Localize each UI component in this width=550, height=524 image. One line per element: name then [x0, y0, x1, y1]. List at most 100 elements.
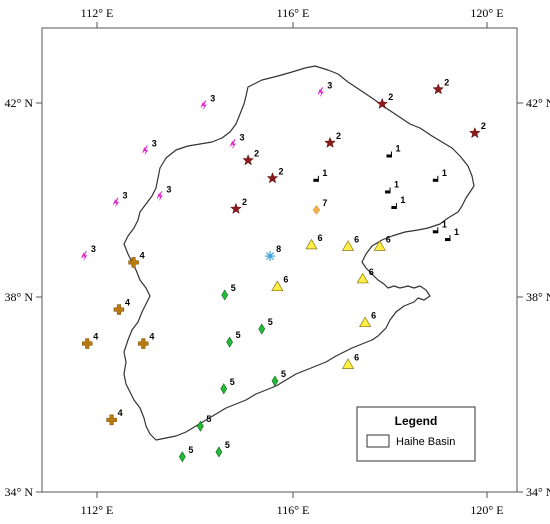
station-marker: 4 — [82, 332, 98, 349]
diamond-icon — [271, 375, 279, 387]
station-label: 5 — [236, 330, 241, 340]
lon-label-top-112: 112° E — [81, 6, 114, 20]
station-marker: 4 — [138, 332, 154, 349]
lightning-icon — [156, 191, 163, 202]
lat-label-right-34: 34° N — [526, 485, 550, 499]
diamond-icon — [258, 323, 266, 335]
station-marker: 2 — [242, 148, 259, 166]
asterisk-icon — [265, 251, 276, 262]
station-label: 4 — [118, 408, 123, 418]
diamond-icon — [178, 451, 186, 463]
triangle-icon — [341, 358, 355, 369]
station-marker: 3 — [200, 93, 215, 111]
legend-box — [356, 406, 476, 462]
station-label: 6 — [354, 352, 359, 362]
lightning-icon — [113, 197, 119, 208]
lat-label-left-38: 38° N — [5, 290, 34, 304]
diamond-icon — [221, 289, 229, 301]
station-marker: 4 — [106, 408, 123, 426]
station-label: 5 — [206, 414, 211, 424]
diamond-small-icon — [312, 205, 321, 215]
lightning-icon — [200, 100, 207, 111]
station-marker: 1 — [391, 195, 405, 210]
lon-label-bottom-112: 112° E — [81, 503, 114, 517]
station-marker: 2 — [376, 92, 393, 109]
station-label: 4 — [125, 298, 130, 308]
station-label: 6 — [386, 234, 391, 244]
triangle-icon — [359, 316, 372, 328]
station-group-2: 2 2 2 2 2 2 2 — [230, 77, 486, 215]
station-marker: 5 — [178, 445, 193, 463]
station-marker: 6 — [341, 352, 359, 369]
station-label: 6 — [283, 275, 288, 285]
station-marker: 5 — [215, 440, 230, 458]
station-label: 5 — [268, 317, 273, 327]
station-label: 2 — [481, 121, 486, 131]
legend: Legend Haihe Basin — [356, 406, 476, 462]
station-label: 5 — [225, 440, 230, 450]
lat-label-left-42: 42° N — [5, 96, 34, 110]
cross-icon — [82, 338, 93, 349]
station-group-5: 5 5 5 5 5 5 5 5 — [178, 283, 286, 463]
diamond-icon — [197, 420, 204, 432]
station-marker: 3 — [230, 132, 245, 150]
station-marker: 1 — [432, 219, 447, 234]
station-marker: 1 — [313, 168, 327, 182]
station-label: 3 — [327, 80, 332, 90]
star-icon — [432, 83, 445, 95]
station-label: 3 — [152, 139, 157, 149]
star-icon — [468, 126, 481, 139]
station-label: 6 — [371, 311, 376, 321]
station-marker: 6 — [356, 267, 374, 284]
station-group-4: 4 4 4 4 4 — [82, 250, 154, 426]
station-label: 1 — [454, 227, 459, 237]
station-label: 1 — [442, 219, 447, 229]
station-marker: 7 — [312, 198, 327, 215]
lat-label-left-34: 34° N — [5, 485, 34, 499]
station-marker: 1 — [385, 179, 399, 194]
station-label: 4 — [149, 332, 154, 342]
station-group-8: 8 — [265, 244, 281, 262]
station-marker: 4 — [128, 250, 145, 268]
station-label: 5 — [188, 445, 193, 455]
star-icon — [266, 172, 279, 184]
station-label: 3 — [91, 244, 96, 254]
station-label: 4 — [93, 332, 98, 342]
station-label: 5 — [230, 377, 235, 387]
station-marker: 2 — [324, 131, 341, 148]
lon-label-top-120: 120° E — [470, 6, 503, 20]
cross-icon — [113, 304, 125, 315]
station-marker: 2 — [432, 77, 449, 95]
station-marker: 1 — [386, 143, 401, 158]
station-marker: 6 — [373, 234, 391, 251]
lightning-icon — [317, 87, 324, 98]
map-frame — [41, 27, 518, 493]
station-label: 6 — [354, 234, 359, 244]
station-label: 1 — [396, 143, 401, 153]
station-marker: 6 — [271, 275, 288, 292]
station-group-7: 7 — [312, 198, 327, 215]
triangle-icon — [341, 240, 355, 251]
star-icon — [376, 97, 389, 109]
station-group-6: 6 6 6 6 6 6 6 — [271, 233, 391, 369]
flag-icon — [432, 175, 439, 182]
triangle-icon — [373, 240, 386, 251]
station-label: 3 — [166, 184, 171, 194]
flag-icon — [386, 151, 392, 158]
station-marker: 5 — [197, 414, 211, 432]
station-label: 6 — [318, 233, 323, 243]
station-marker: 2 — [230, 197, 247, 215]
station-group-3: 3 3 3 3 3 3 3 — [81, 80, 332, 262]
station-label: 4 — [140, 250, 145, 260]
lightning-icon — [142, 145, 149, 156]
station-marker: 2 — [266, 166, 284, 184]
flag-icon — [432, 227, 439, 234]
flag-icon — [445, 235, 451, 242]
station-marker: 1 — [432, 168, 447, 182]
flag-icon — [391, 203, 397, 210]
station-label: 2 — [336, 131, 341, 141]
triangle-icon — [271, 280, 284, 292]
star-icon — [324, 136, 336, 148]
